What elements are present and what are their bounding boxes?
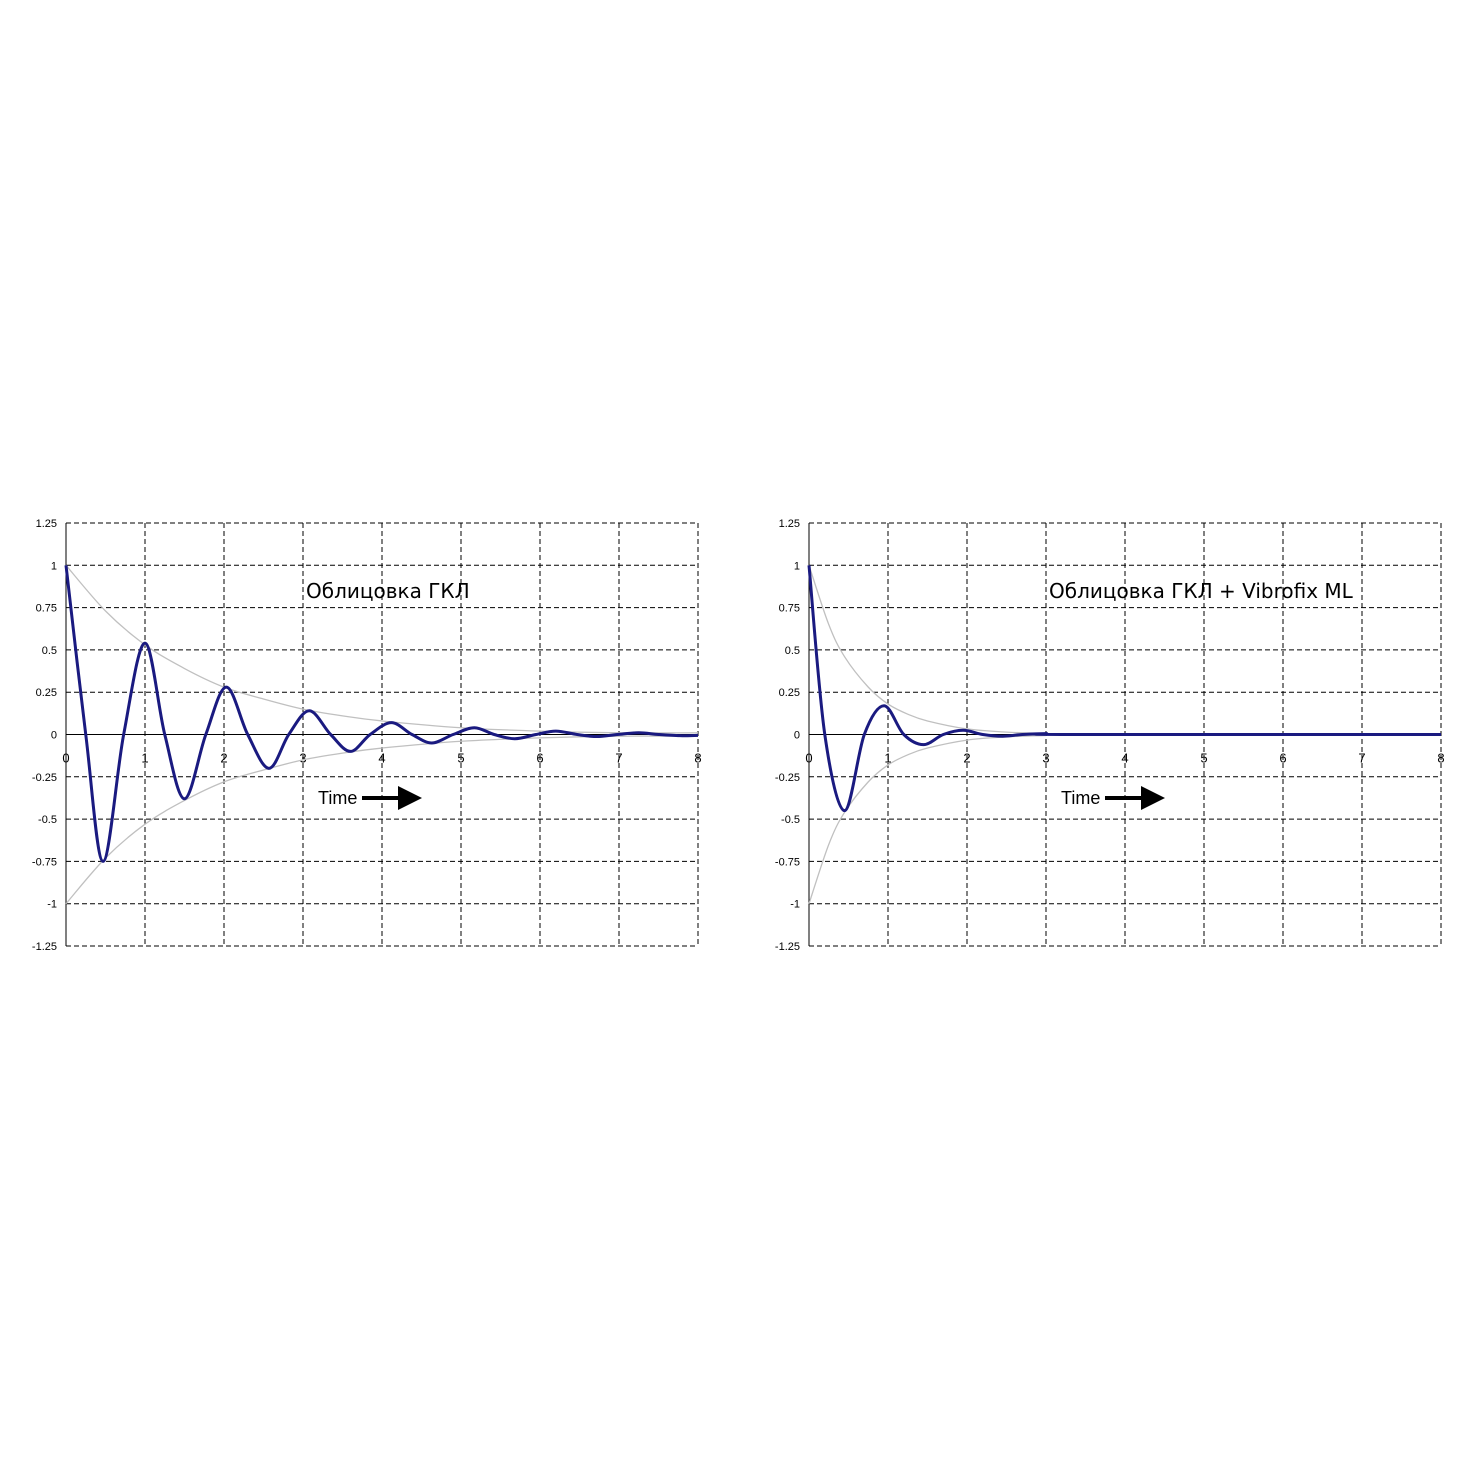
x-tick-label: 4 xyxy=(378,751,385,766)
series-line xyxy=(808,565,1047,735)
x-tick-label: 6 xyxy=(536,751,543,766)
series-line xyxy=(808,734,1047,904)
x-tick-label: 7 xyxy=(615,751,622,766)
y-tick-label: 1 xyxy=(51,560,57,572)
y-tick-label: -1 xyxy=(47,899,57,911)
x-tick-label: 1 xyxy=(884,751,891,766)
x-tick-label: 0 xyxy=(62,751,69,766)
x-tick-label: 7 xyxy=(1358,751,1365,766)
y-tick-label: 1.25 xyxy=(36,518,57,530)
y-tick-label: 0 xyxy=(51,730,57,742)
x-tick-label: 3 xyxy=(1042,751,1049,766)
y-tick-label: 0.5 xyxy=(785,645,800,657)
annotation: Облицовка ГКЛ xyxy=(306,579,470,603)
x-tick-label: 1 xyxy=(141,751,148,766)
y-tick-label: 0.75 xyxy=(779,603,800,615)
x-axis-label: Time xyxy=(318,788,357,808)
x-tick-label: 2 xyxy=(963,751,970,766)
x-tick-label: 5 xyxy=(1200,751,1207,766)
y-tick-label: 0.5 xyxy=(42,645,57,657)
y-tick-label: -0.75 xyxy=(775,856,800,868)
x-axis-label: Time xyxy=(1061,788,1100,808)
series-line xyxy=(807,565,1442,813)
y-tick-label: 1.25 xyxy=(779,518,800,530)
y-tick-label: 1 xyxy=(794,560,800,572)
y-tick-label: -0.5 xyxy=(38,814,57,826)
y-tick-label: 0.75 xyxy=(36,603,57,615)
y-tick-label: 0.25 xyxy=(36,687,57,699)
y-tick-label: -0.5 xyxy=(781,814,800,826)
x-tick-label: 5 xyxy=(457,751,464,766)
y-tick-label: -1 xyxy=(790,899,800,911)
y-tick-label: -1.25 xyxy=(32,941,57,953)
series-line xyxy=(64,565,699,863)
y-tick-label: -0.25 xyxy=(775,772,800,784)
y-tick-label: 0.25 xyxy=(779,687,800,699)
y-tick-label: -1.25 xyxy=(775,941,800,953)
plot: 1.25 1 0.75 0.5 0.25 0 -0.25 -0.5 -0.75 -1 -1.25 0 1… xyxy=(32,518,702,953)
x-tick-label: 4 xyxy=(1121,751,1128,766)
x-tick-label: 2 xyxy=(220,751,227,766)
x-tick-label: 6 xyxy=(1279,751,1286,766)
y-tick-label: 0 xyxy=(794,730,800,742)
x-tick-label: 8 xyxy=(1437,751,1444,766)
series-line xyxy=(65,735,699,905)
plot: 1.25 1 0.75 0.5 0.25 0 -0.25 -0.5 -0.75 -1 -1.25 0 1… xyxy=(775,518,1445,953)
x-tick-label: 3 xyxy=(299,751,306,766)
x-tick-label: 0 xyxy=(805,751,812,766)
x-tick-label: 8 xyxy=(694,751,701,766)
y-tick-label: -0.25 xyxy=(32,772,57,784)
annotation: Облицовка ГКЛ + Vibrofix ML xyxy=(1049,579,1354,603)
y-tick-label: -0.75 xyxy=(32,856,57,868)
